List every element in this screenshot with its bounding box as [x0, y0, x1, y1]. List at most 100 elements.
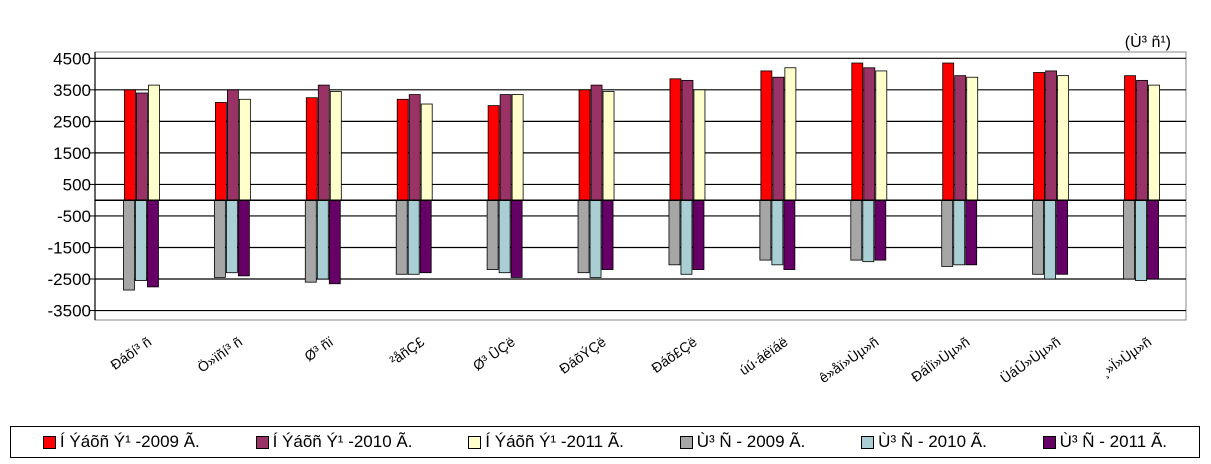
category-label: ²åñÇ£: [387, 333, 428, 368]
bar: [1148, 84, 1160, 201]
bar: [214, 102, 227, 201]
y-tick-label: 3500: [53, 81, 91, 100]
legend-label: Ù³ Ñ - 2010 Ã.: [878, 432, 987, 451]
bar: [1057, 75, 1070, 201]
bar: [147, 199, 159, 288]
legend-item: Í Ýáõñ Ý¹ -2009 Ã.: [42, 432, 200, 452]
bar: [760, 70, 773, 201]
bar: [395, 199, 408, 275]
category-label: ê»åï»Ùµ»ñ: [816, 333, 882, 386]
y-tick-label: 500: [63, 175, 91, 194]
legend-swatch: [679, 435, 693, 449]
bar: [590, 84, 603, 201]
category-label: Ðáõ£Çë: [648, 333, 699, 376]
bar: [874, 199, 887, 261]
y-tick-label: 4500: [53, 49, 91, 68]
bar: [1124, 75, 1136, 201]
bar: [226, 89, 239, 201]
bar: [487, 105, 500, 201]
bar: [851, 62, 864, 201]
bar: [1033, 72, 1046, 201]
y-tick-label: 2500: [53, 112, 91, 131]
legend-swatch: [861, 435, 875, 449]
bar: [863, 67, 876, 201]
legend-swatch: [42, 435, 56, 449]
chart: 4500 3500 2500 1500 500 -500 -1500 -2500 -3500 Ð…: [48, 49, 1187, 387]
y-tick-label: -2500: [48, 270, 91, 289]
legend-swatch: [1042, 435, 1056, 449]
bar: [499, 94, 512, 201]
bar: [578, 89, 591, 201]
bar: [966, 76, 979, 201]
bar: [396, 98, 409, 201]
bar: [862, 199, 875, 263]
legend-item: Í Ýáõñ Ý¹ -2011 Ã.: [468, 432, 624, 452]
bar: [420, 103, 433, 201]
bar: [408, 94, 421, 201]
bar: [759, 199, 772, 261]
bar: [329, 91, 342, 201]
legend-item: Ù³ Ñ - 2011 Ã.: [1042, 432, 1168, 452]
bar: [1044, 199, 1057, 280]
bar: [328, 199, 341, 285]
bar: [1147, 199, 1159, 280]
legend-item: Ù³ Ñ - 2009 Ã.: [679, 432, 806, 452]
bar: [1135, 199, 1147, 281]
bar: [692, 199, 705, 270]
gridlines: [95, 57, 1186, 312]
bar: [305, 97, 318, 201]
bar: [1032, 199, 1045, 275]
bar: [213, 199, 226, 278]
bar: [498, 199, 511, 274]
category-label: ÜáÛ»Ùµ»ñ: [997, 333, 1064, 387]
bar: [419, 199, 432, 274]
bar: [601, 199, 614, 270]
bar: [941, 199, 954, 267]
bar: [316, 199, 329, 280]
bar: [965, 199, 978, 266]
bar: [784, 67, 797, 201]
y-tick-label: 1500: [53, 144, 91, 163]
legend-label: Ù³ Ñ - 2009 Ã.: [696, 432, 806, 451]
bar: [407, 199, 420, 275]
legend-label: Í Ýáõñ Ý¹ -2010 Ã.: [272, 432, 413, 451]
bar: [148, 84, 160, 201]
bar: [1045, 70, 1058, 201]
bar: [225, 199, 238, 274]
bar: [511, 94, 524, 201]
bar: [771, 199, 784, 266]
legend-swatch: [255, 435, 269, 449]
axes: [94, 52, 1186, 320]
category-label: Ø³ ÛÇë: [470, 333, 518, 373]
bar: [669, 78, 682, 201]
legend-label: Í Ýáõñ Ý¹ -2009 Ã.: [59, 432, 200, 451]
legend-label: Ù³ Ñ - 2011 Ã.: [1059, 432, 1168, 451]
bar: [942, 62, 955, 201]
bar: [681, 79, 694, 201]
category-label: Ðáõí³ ñ: [107, 333, 154, 372]
bar: [589, 199, 602, 278]
bar: [317, 84, 330, 201]
bar: [135, 199, 147, 281]
bar: [136, 92, 148, 201]
legend-item: Ù³ Ñ - 2010 Ã.: [861, 432, 987, 452]
bar: [304, 199, 317, 283]
bar: [1123, 199, 1135, 280]
bar: [668, 199, 681, 266]
bar: [1056, 199, 1069, 275]
bar: [486, 199, 499, 270]
legend-swatch: [468, 435, 482, 449]
bar: [238, 98, 251, 201]
category-label: úú·áëïáë: [736, 333, 791, 378]
bar: [772, 76, 785, 201]
bar: [124, 89, 136, 201]
category-label: ÐáÏï»Ùµ»ñ: [908, 333, 972, 385]
bar: [783, 199, 796, 270]
bar: [875, 70, 888, 201]
bar: [1136, 79, 1148, 201]
y-axis-ticks: 4500 3500 2500 1500 500 -500 -1500 -2500 -3500: [48, 49, 95, 321]
category-label: Ö»ïñí³ ñ: [194, 333, 245, 376]
category-label: ÐáõÝÇë: [556, 333, 609, 377]
x-axis-category-labels: Ðáõí³ ñ Ö»ïñí³ ñ Ø³ ñï ²åñÇ£ Ø³ ÛÇë ÐáõÝÇë Ðáõ…: [107, 333, 1154, 387]
legend-item: Í Ýáõñ Ý¹ -2010 Ã.: [255, 432, 413, 452]
